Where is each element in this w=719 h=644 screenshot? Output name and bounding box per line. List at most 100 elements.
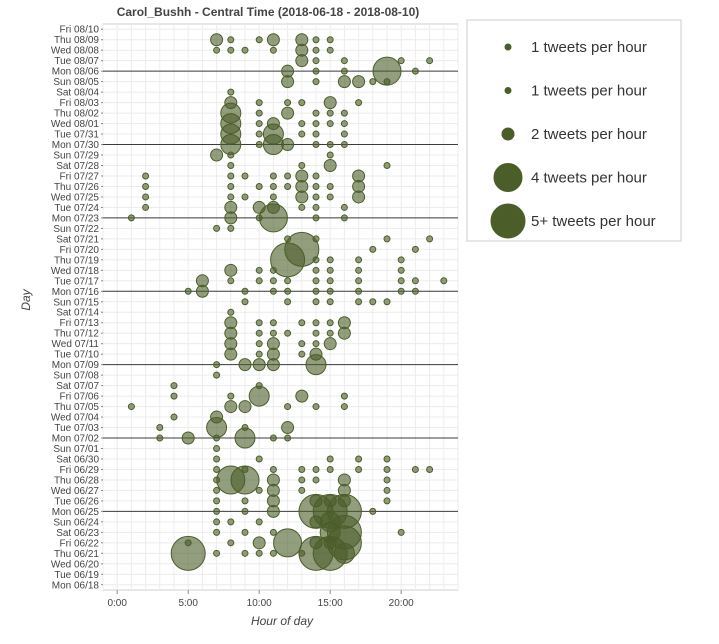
y-tick-label: Fri 08/03 [60,98,100,109]
y-tick-label: Thu 07/19 [54,255,99,266]
y-tick-label: Fri 07/20 [60,245,100,256]
tweet-point [340,141,348,149]
tweet-point [309,347,323,361]
tweet-point [326,465,334,473]
x-tick-label: 5:00 [178,598,198,609]
tweet-point [440,277,448,285]
tweet-point [312,67,320,75]
tweet-point [426,57,434,65]
tweet-point [170,392,178,400]
x-tick-label: 10:00 [247,598,272,609]
y-tick-label: Tue 06/26 [54,496,99,507]
tweet-point [397,287,405,295]
tweet-point [372,56,402,86]
tweet-point [326,319,334,327]
tweet-point [411,277,419,285]
tweet-point [266,504,280,518]
tweet-point [227,151,235,159]
tweet-point [269,172,277,180]
tweet-point [312,340,320,348]
tweet-point [355,99,363,107]
tweet-point [241,193,249,201]
tweet-point [298,120,306,128]
tweet-point [326,287,334,295]
tweet-point [312,403,320,411]
tweet-point [273,528,303,558]
tweet-point [255,182,263,190]
tweet-point [269,287,277,295]
tweet-point [284,434,292,442]
tweet-point [224,211,238,225]
tweet-point [227,36,235,44]
tweet-point [255,350,263,358]
y-tick-label: Wed 08/01 [51,119,100,130]
tweet-point [255,329,263,337]
tweet-point [142,193,150,201]
y-tick-label: Sat 07/28 [56,161,99,172]
tweet-point [255,130,263,138]
tweet-point [312,36,320,44]
tweet-point [184,287,192,295]
tweet-point [227,277,235,285]
tweet-point [213,497,221,505]
y-tick-label: Sun 08/05 [53,77,99,88]
tweet-point [255,518,263,526]
y-tick-label: Wed 07/11 [52,339,100,350]
tweet-point [397,528,405,536]
tweet-point [326,151,334,159]
tweet-point [340,392,348,400]
tweet-point [255,455,263,463]
tweet-point [284,99,292,107]
tweet-point [284,172,292,180]
tweet-point [369,507,377,515]
tweet-point [340,109,348,117]
tweet-point [127,214,135,222]
tweet-point [184,539,192,547]
tweet-point [252,536,266,550]
tweet-point [269,46,277,54]
tweet-point [210,148,224,162]
tweet-point [312,46,320,54]
y-tick-label: Mon 07/30 [52,140,100,151]
tweet-point [241,298,249,306]
y-tick-label: Tue 07/17 [54,276,99,287]
tweet-point [266,117,280,131]
tweet-point [284,182,292,190]
y-tick-label: Tue 07/24 [54,203,99,214]
tweet-point [383,235,391,243]
legend-label: 5+ tweets per hour [531,213,656,230]
legend: 1 tweets per hour 1 tweets per hour 2 twee… [466,19,682,242]
tweet-point [411,67,419,75]
tweet-point [195,284,209,298]
x-tick-label: 20:00 [389,598,414,609]
y-tick-label: Mon 07/23 [52,213,100,224]
tweet-point [323,536,337,550]
tweet-point [241,528,249,536]
tweet-point [323,337,337,351]
tweet-point [269,182,277,190]
tweet-point [213,486,221,494]
tweet-point [397,277,405,285]
y-tick-label: Sun 07/01 [53,444,99,455]
tweet-point [224,96,238,110]
tweet-point [238,358,252,372]
tweet-point [298,340,306,348]
tweet-point [210,33,224,47]
tweet-point [369,298,377,306]
tweet-point [312,266,320,274]
tweet-point [312,277,320,285]
tweet-point [312,57,320,65]
y-tick-label: Thu 07/05 [54,402,99,413]
tweet-point [369,245,377,253]
tweet-point [326,109,334,117]
tweet-point [224,263,238,277]
legend-marker [504,87,512,94]
y-tick-label: Wed 07/25 [51,192,100,203]
tweet-point [337,494,351,508]
tweet-point [213,445,221,452]
tweet-point [295,389,309,403]
tweet-point [213,455,221,463]
tweet-point [241,46,249,54]
tweet-point [269,277,277,285]
tweet-point [312,120,320,128]
